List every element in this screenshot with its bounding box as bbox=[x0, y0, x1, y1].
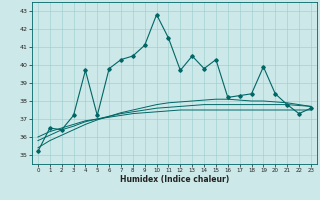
X-axis label: Humidex (Indice chaleur): Humidex (Indice chaleur) bbox=[120, 175, 229, 184]
